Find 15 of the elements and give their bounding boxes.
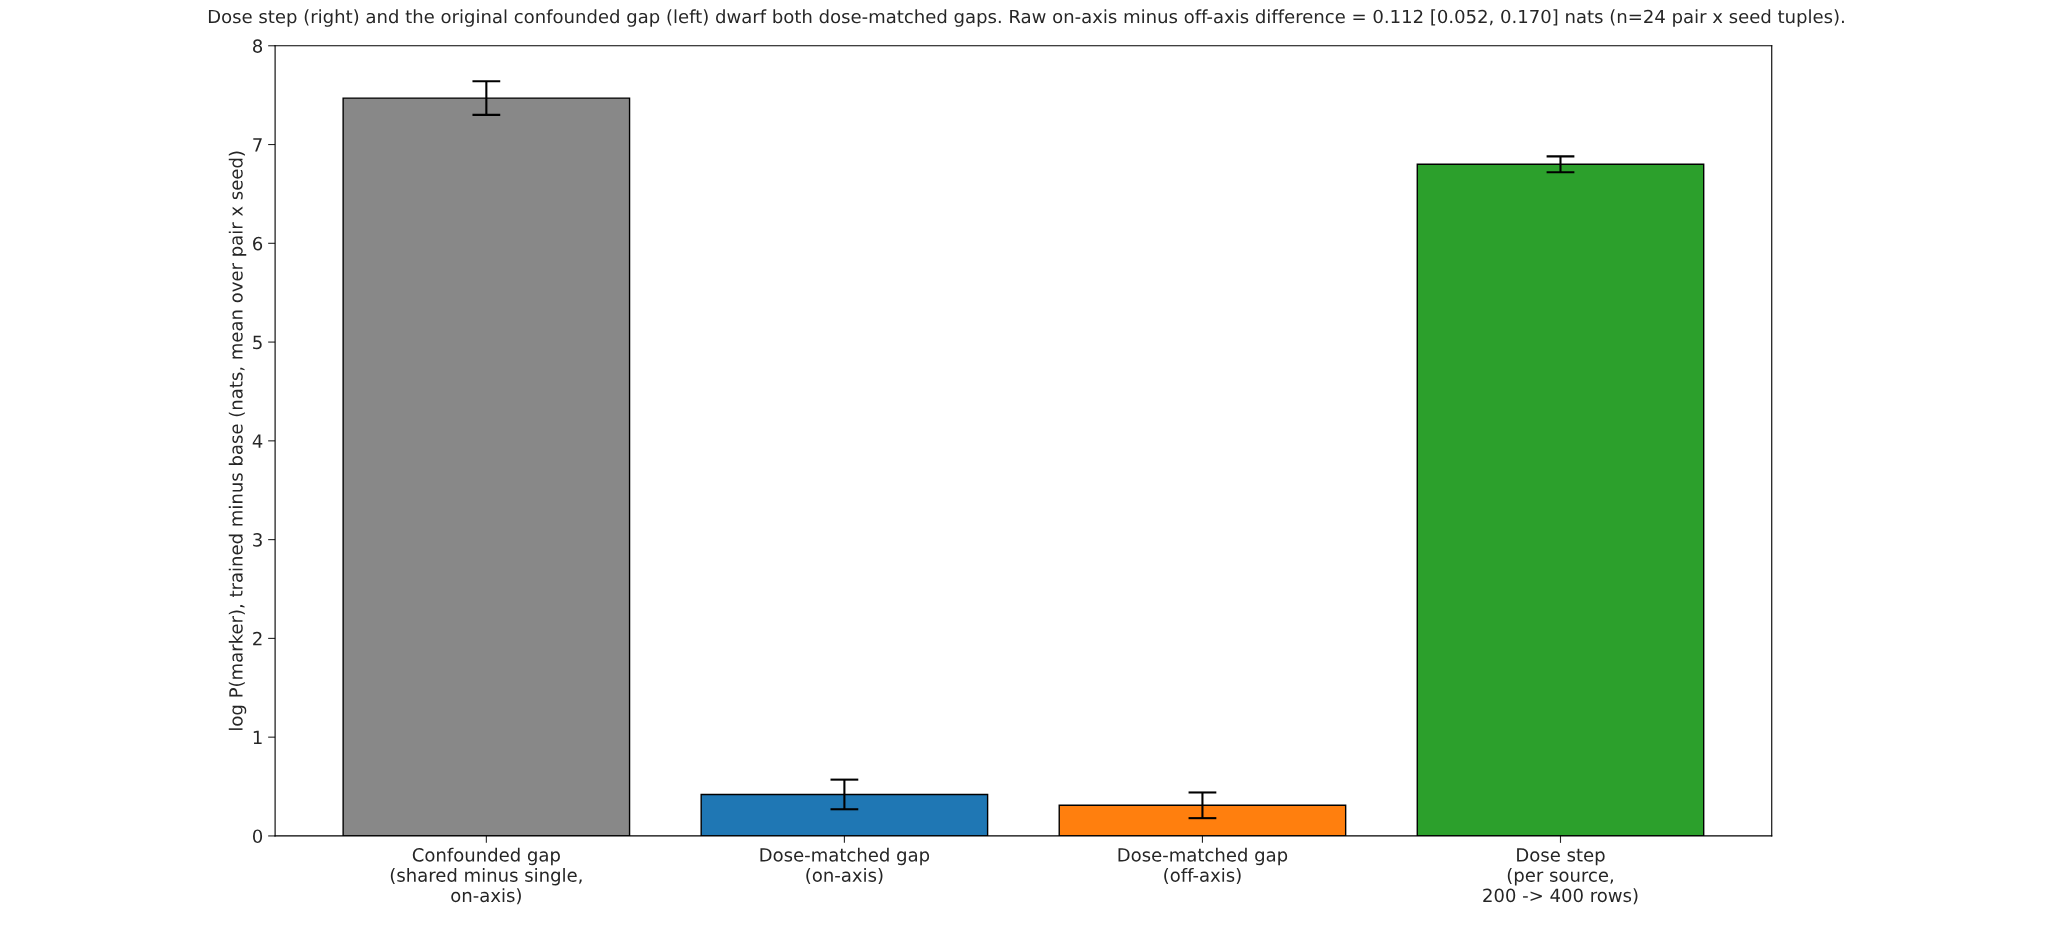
y-tick-label: 2 — [253, 631, 262, 646]
y-tick-label: 3 — [253, 533, 262, 547]
y-tick-label: 6 — [253, 236, 263, 251]
y-tick-label: 1 — [253, 730, 262, 745]
x-tick-label: Dose-matched gap (on-axis) — [760, 847, 930, 885]
y-tick-label: 8 — [253, 39, 263, 53]
y-tick-label: 7 — [253, 138, 262, 152]
y-tick-label: 5 — [253, 335, 262, 350]
x-tick-label: Dose step (per source, 200 -> 400 rows) — [1483, 848, 1638, 905]
x-tick-label: Dose-matched gap (off-axis) — [1118, 847, 1288, 885]
y-tick-label: 4 — [252, 434, 263, 448]
y-tick-label: 0 — [253, 829, 263, 844]
chart-title: Dose step (right) and the original confounded gap (left) dwarf both dose-matched gaps. Raw on-axis minus off-axis difference = 0.112 [0.052, 0.170] nats (n=24 pair x seed tuples). — [208, 9, 1844, 27]
x-tick-label: Confounded gap (shared minus single, on-axis) — [390, 847, 582, 905]
y-axis-title: log P(marker), trained minus base (nats, mean over pair x seed) — [228, 151, 247, 730]
